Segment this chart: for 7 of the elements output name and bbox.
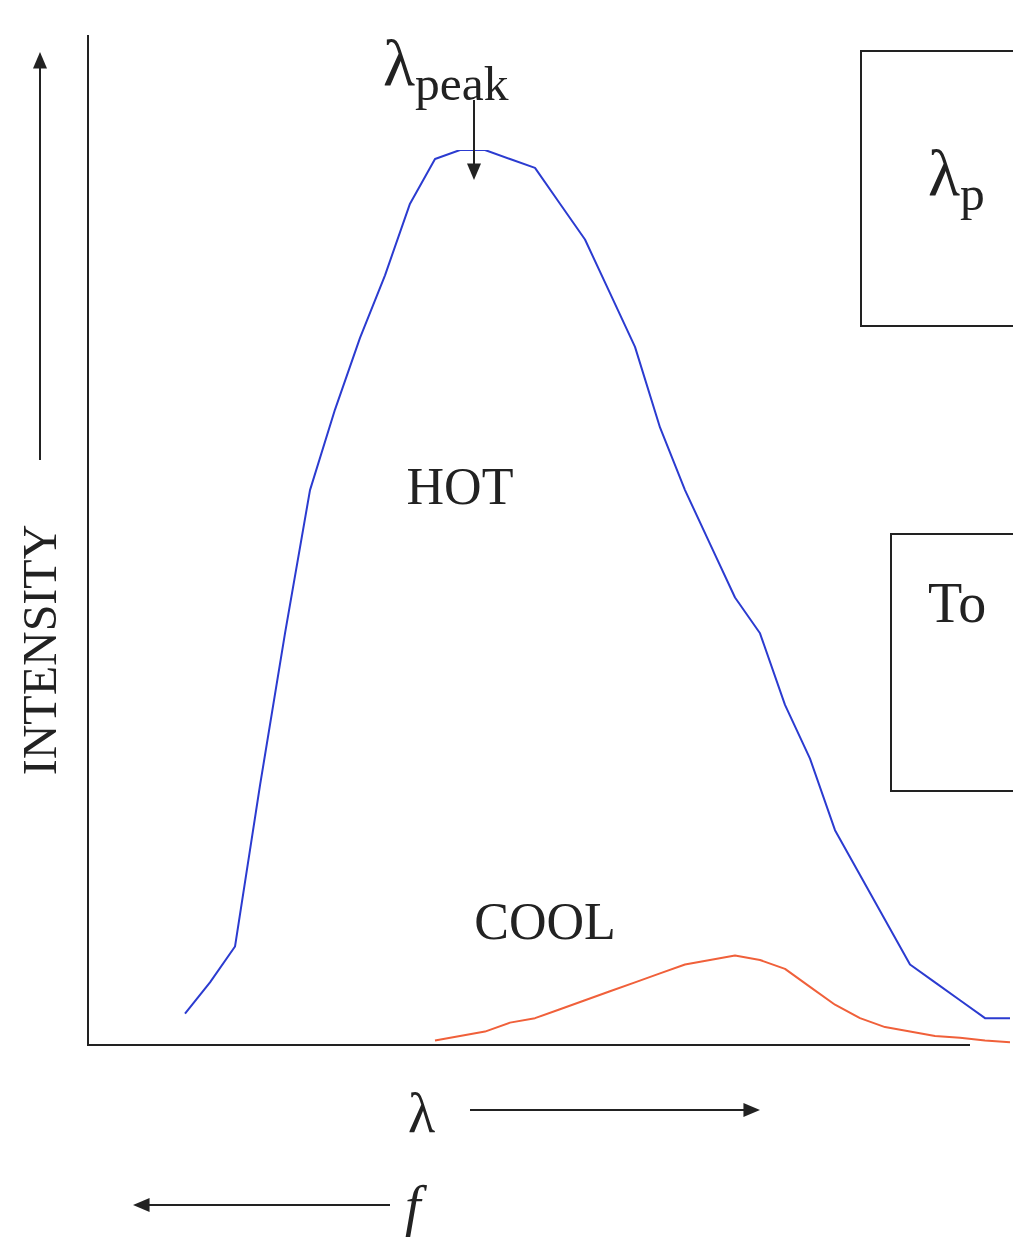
x-axis-title: λ bbox=[408, 1082, 436, 1144]
annotation: λ$_{p}$ bbox=[928, 136, 985, 221]
series-label: HOT bbox=[406, 457, 514, 515]
chart-title: λ$_{peak}$ bbox=[383, 26, 509, 111]
y-axis-title: INTENSITY bbox=[13, 524, 66, 776]
annotation: To bbox=[928, 572, 987, 634]
series-label: COOL bbox=[474, 893, 616, 951]
